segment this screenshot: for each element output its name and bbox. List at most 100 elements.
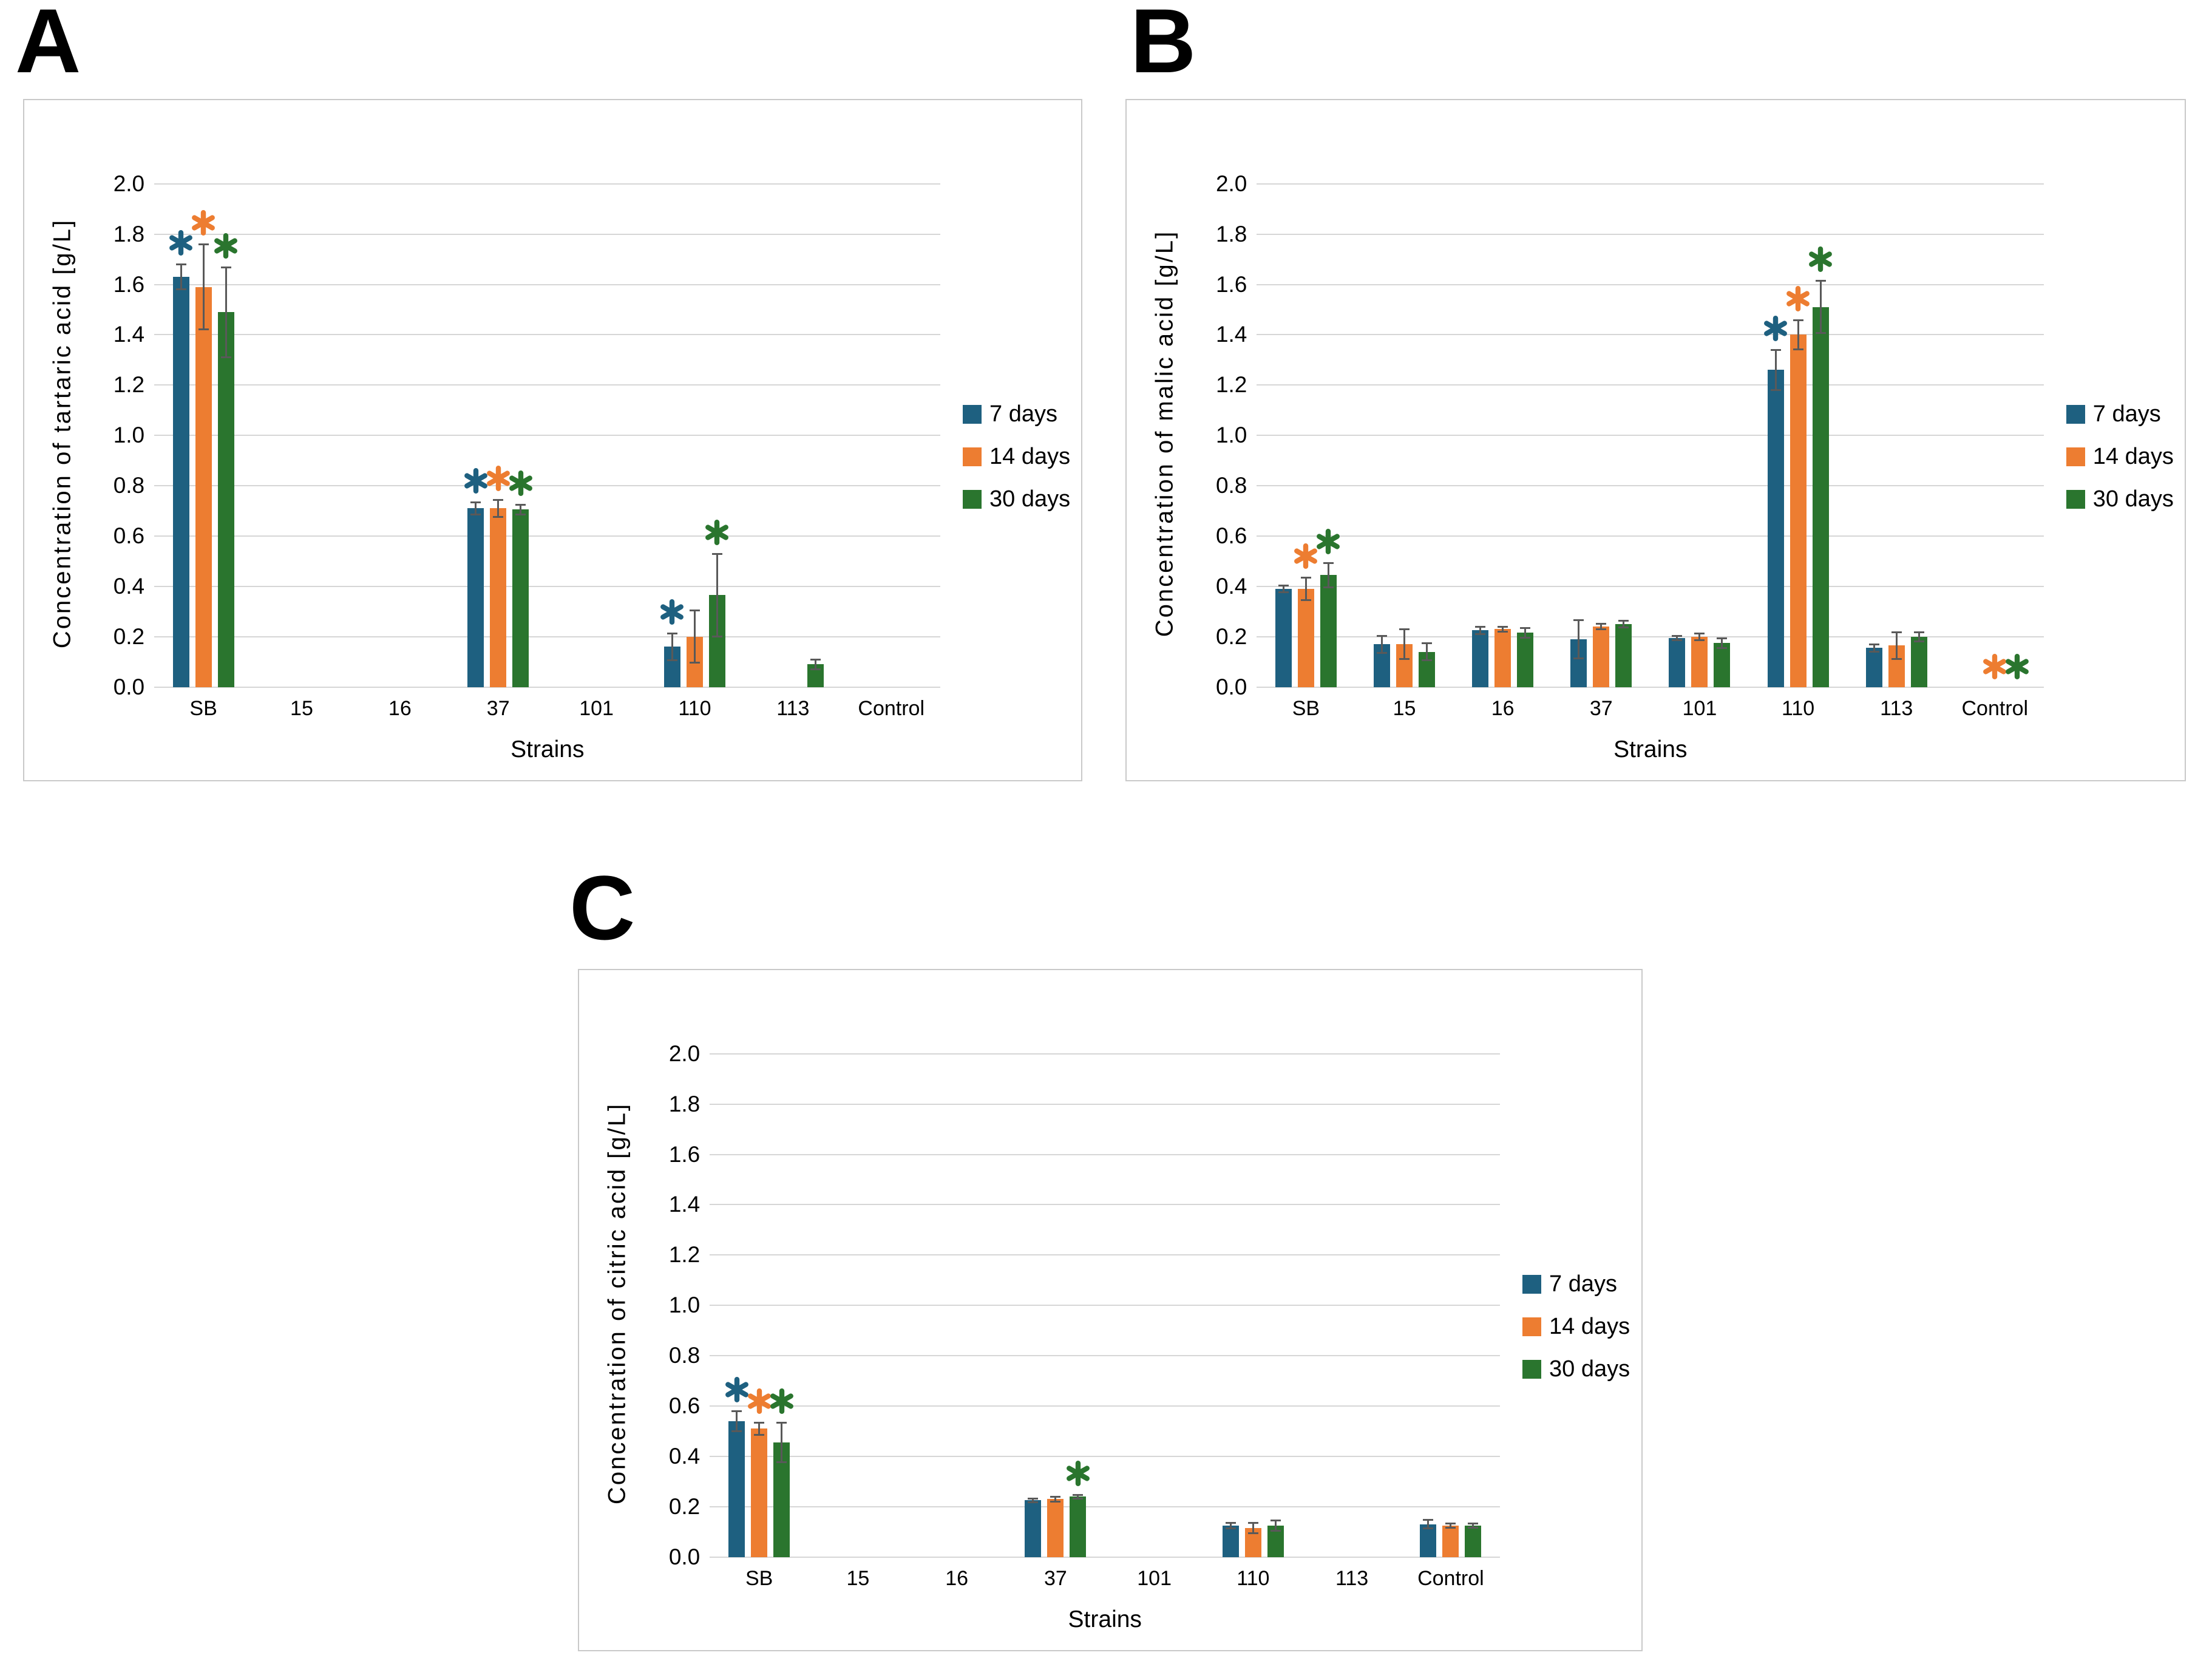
significance-asterisk [1315,528,1341,554]
error-bar-cap [515,504,526,506]
error-bar-cap [1520,627,1531,630]
significance-asterisk [486,465,511,491]
legend-item: 30 days [2066,486,2174,512]
error-bar-cap [515,513,526,515]
error-bar [1403,629,1406,660]
gridline [154,636,941,637]
legend-swatch-30-days [2066,490,2085,509]
significance-asterisk [1808,246,1833,273]
error-bar-cap [1618,619,1629,622]
error-bar-cap [1225,1521,1236,1524]
error-bar-cap [1050,1496,1061,1498]
error-bar [1524,628,1527,638]
error-bar-cap [1422,659,1433,662]
error-bar [1077,1494,1079,1499]
legend-label: 14 days [989,444,1071,470]
x-tick-label: SB [1292,696,1320,720]
y-tick-label: 1.8 [113,221,145,246]
error-bar-cap [1891,631,1902,633]
error-bar-cap [1028,1498,1039,1500]
gridline [154,535,941,537]
y-axis-title: Concentration of malic acid [g/L] [1151,229,1178,637]
error-bar-cap [754,1421,765,1424]
bar-7-days-16 [1472,630,1489,687]
x-tick-label: 101 [1137,1566,1172,1590]
error-bar-cap [1073,1493,1084,1496]
gridline [1257,585,2044,587]
error-bar-cap [175,263,186,266]
error-bar-cap [731,1430,742,1432]
error-bar [758,1422,761,1435]
legend-item: 30 days [1522,1356,1630,1382]
error-bar-cap [220,356,231,358]
legend-label: 30 days [2092,486,2174,512]
gridline [710,1103,1501,1105]
x-tick-label: Control [1961,696,2029,720]
significance-asterisk [1982,653,2007,679]
legend-swatch-7-days [963,405,982,424]
error-bar [1479,627,1482,634]
error-bar-cap [198,243,209,246]
error-bar-cap [667,659,677,662]
error-bar-cap [1399,658,1410,661]
error-bar-cap [1694,639,1705,642]
legend: 7 days 14 days 30 days [1522,1271,1630,1399]
error-bar-cap [1891,658,1902,661]
gridline [1257,636,2044,637]
bar-7-days-control [1420,1524,1437,1557]
significance-asterisk [213,233,239,259]
error-bar-cap [1422,642,1433,645]
error-bar-cap [1498,630,1508,633]
y-tick-label: 0.4 [1215,573,1247,599]
bar-7-days-sb [728,1421,745,1557]
plot-area: 0.0 0.2 0.4 0.6 0.8 1.0 1.2 1.4 1.6 1.8 2.0 SB 15 16 3… [669,1041,1501,1590]
y-tick-label: 1.0 [668,1292,701,1318]
panel-c-letter: C [569,857,636,959]
error-bar [1774,350,1777,390]
plot-area: 0.0 0.2 0.4 0.6 0.8 1.0 1.2 1.4 1.6 1.8 2.0 SB 15 16 3… [114,171,941,720]
y-tick-label: 0.4 [113,573,145,599]
bar-7-days-113 [1865,648,1882,687]
bar-30-days-37 [512,509,529,687]
error-bar-cap [1468,1527,1479,1529]
bar-14-days-37 [490,508,507,687]
y-tick-label: 0.6 [113,523,145,549]
x-tick-label: 16 [945,1566,969,1590]
gridline [154,485,941,487]
gridline [1257,686,2044,688]
error-bar [1327,562,1329,588]
error-bar [225,267,227,358]
error-bar [1427,1520,1430,1529]
significance-asterisk [191,210,216,236]
error-bar [1472,1523,1474,1529]
gridline [154,183,941,185]
y-tick-label: 1.2 [668,1242,701,1268]
error-bar [1426,643,1428,661]
error-bar [475,502,477,515]
error-bar-cap [1717,647,1728,649]
legend-label: 30 days [1549,1356,1630,1382]
gridline [710,1053,1501,1055]
bar-30-days-sb [1320,575,1337,687]
bar-7-days-110 [1767,370,1784,687]
x-tick-label: 110 [678,696,711,720]
bar-7-days-sb [172,276,189,687]
bar-30-days-101 [1714,643,1731,687]
error-bar-cap [731,1410,742,1413]
legend-item: 7 days [963,401,1070,427]
legend-label: 7 days [989,401,1057,427]
gridline [154,686,941,688]
legend-item: 14 days [2066,444,2174,470]
gridline [1257,435,2044,436]
panel-a: Concentration of tartaric acid [g/L] 0.0… [23,99,1082,781]
gridline [1257,183,2044,185]
bar-7-days-sb [1275,588,1292,687]
error-bar [1895,631,1898,660]
significance-asterisk [704,520,730,546]
bar-30-days-110 [1812,307,1829,687]
legend-swatch-7-days [2066,405,2085,424]
error-bar-cap [689,662,700,664]
gridline [1257,384,2044,386]
x-tick-label: 110 [1781,696,1815,720]
bar-14-days-101 [1691,636,1708,687]
